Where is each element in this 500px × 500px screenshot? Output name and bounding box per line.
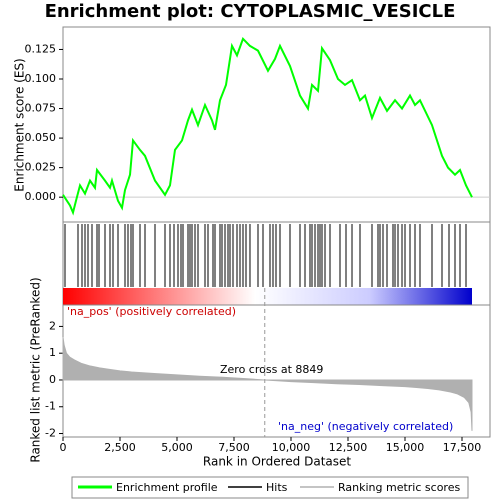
- y-tick-label: 1: [49, 346, 56, 359]
- x-tick-label: 2,500: [104, 441, 136, 454]
- x-axis-label: Rank in Ordered Dataset: [203, 455, 351, 469]
- chart-title: Enrichment plot: CYTOPLASMIC_VESICLE: [45, 1, 456, 22]
- annotation: 'na_neg' (negatively correlated): [278, 420, 453, 433]
- x-tick-label: 12,500: [329, 441, 368, 454]
- annotation: Zero cross at 8849: [220, 363, 323, 376]
- legend-label: Hits: [266, 481, 288, 494]
- y-tick-label: 0.000: [25, 190, 57, 203]
- y-tick-label: 0: [49, 373, 56, 386]
- legend-label: Ranking metric scores: [338, 481, 460, 494]
- annotation: 'na_pos' (positively correlated): [67, 305, 236, 318]
- x-tick-label: 17,500: [443, 441, 482, 454]
- y-tick-label: 0.100: [25, 72, 57, 85]
- rank-color-bar: [63, 288, 472, 305]
- x-tick-label: 5,000: [161, 441, 193, 454]
- x-tick-label: 15,000: [386, 441, 425, 454]
- legend-label: Enrichment profile: [116, 481, 218, 494]
- y-tick-label: 0.025: [25, 161, 57, 174]
- x-tick-label: 0: [60, 441, 67, 454]
- y-tick-label: 0.075: [25, 102, 57, 115]
- y-tick-label: 0.050: [25, 131, 57, 144]
- legend: [71, 476, 469, 499]
- y-axis-label: Ranked list metric (PreRanked): [29, 277, 43, 462]
- x-tick-label: 7,500: [218, 441, 250, 454]
- y-tick-label: -1: [45, 400, 56, 413]
- x-tick-label: 10,000: [272, 441, 311, 454]
- y-tick-label: 2: [49, 319, 56, 332]
- y-tick-label: 0.125: [25, 42, 57, 55]
- es-line: [62, 36, 473, 216]
- y-tick-label: -2: [45, 427, 56, 440]
- y-axis-label: Enrichment score (ES): [13, 58, 27, 191]
